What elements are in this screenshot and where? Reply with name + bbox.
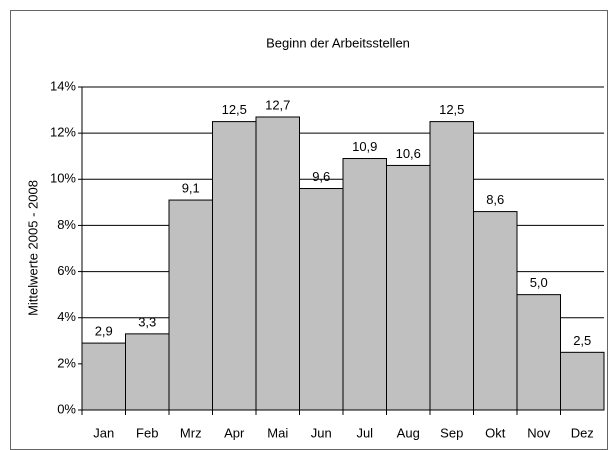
bar bbox=[255, 116, 300, 411]
value-label: 12,5 bbox=[222, 102, 247, 117]
x-tick-label: Mai bbox=[267, 425, 288, 440]
bar bbox=[560, 351, 605, 411]
y-tick-label: 4% bbox=[57, 309, 76, 324]
y-tick-label: 10% bbox=[50, 171, 76, 186]
bar bbox=[212, 121, 257, 411]
x-tick-label: Jun bbox=[311, 425, 332, 440]
x-tick-label: Sep bbox=[440, 425, 463, 440]
x-tick-label: Nov bbox=[527, 425, 551, 440]
x-tick-label: Feb bbox=[136, 425, 158, 440]
bar bbox=[386, 164, 431, 411]
value-label: 10,6 bbox=[396, 146, 421, 161]
y-tick-label: 14% bbox=[50, 78, 76, 93]
x-tick-label: Mrz bbox=[180, 425, 202, 440]
value-label: 2,9 bbox=[95, 324, 113, 339]
x-tick-label: Apr bbox=[224, 425, 245, 440]
value-label: 10,9 bbox=[352, 139, 377, 154]
bar bbox=[516, 294, 561, 411]
value-label: 3,3 bbox=[138, 314, 156, 329]
y-tick-label: 8% bbox=[57, 217, 76, 232]
y-axis-label: Mittelwerte 2005 - 2008 bbox=[25, 180, 40, 316]
value-label: 9,6 bbox=[312, 169, 330, 184]
y-tick-label: 6% bbox=[57, 263, 76, 278]
chart-title: Beginn der Arbeitsstellen bbox=[266, 35, 410, 50]
x-tick-label: Aug bbox=[397, 425, 420, 440]
bar bbox=[125, 333, 170, 411]
x-tick-label: Dez bbox=[571, 425, 594, 440]
y-tick-label: 0% bbox=[57, 401, 76, 416]
value-label: 2,5 bbox=[573, 333, 591, 348]
value-label: 8,6 bbox=[486, 192, 504, 207]
bar bbox=[429, 121, 474, 411]
bar bbox=[168, 199, 213, 411]
value-label: 12,7 bbox=[265, 97, 290, 112]
value-label: 5,0 bbox=[530, 275, 548, 290]
x-tick-label: Jan bbox=[93, 425, 114, 440]
x-tick-label: Jul bbox=[356, 425, 373, 440]
value-label: 9,1 bbox=[182, 180, 200, 195]
y-tick-label: 12% bbox=[50, 125, 76, 140]
y-tick-label: 2% bbox=[57, 355, 76, 370]
value-label: 12,5 bbox=[439, 102, 464, 117]
bar bbox=[81, 342, 126, 411]
x-tick-label: Okt bbox=[485, 425, 506, 440]
bar bbox=[299, 188, 344, 411]
bar bbox=[473, 211, 518, 411]
bar bbox=[342, 158, 387, 411]
